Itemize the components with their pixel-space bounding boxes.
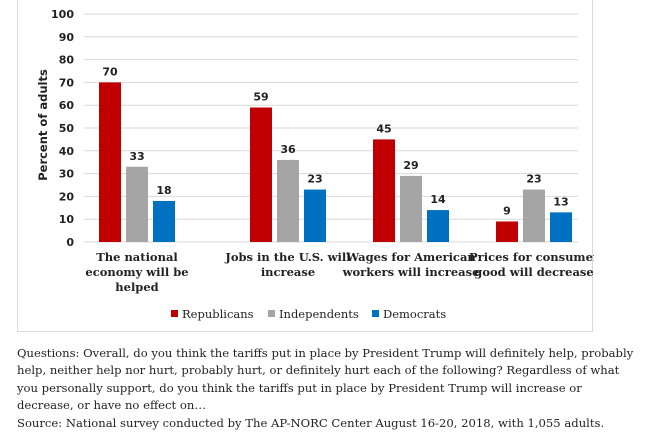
- y-tick-label: 90: [59, 31, 75, 44]
- bar: [126, 166, 148, 242]
- bar: [496, 221, 518, 242]
- questions-text: Questions: Overall, do you think the tar…: [17, 346, 634, 413]
- data-label: 33: [129, 150, 144, 163]
- category-label: The national economy will be helped: [85, 250, 188, 294]
- data-label: 23: [526, 173, 541, 186]
- category-label: Wages for American workers will increase: [342, 250, 480, 279]
- data-label: 36: [280, 143, 296, 156]
- bar-chart: 0 10 20 30 40 50 60 70 80 90 100 70 59 45 9 33 36 29 23 18…: [36, 8, 594, 321]
- bar: [550, 212, 572, 242]
- bar: [400, 175, 422, 242]
- legend-swatch: [372, 310, 379, 317]
- y-tick-label: 30: [59, 168, 75, 181]
- y-tick-label: 60: [59, 99, 75, 112]
- legend: Republicans Independents Democrats: [171, 307, 446, 321]
- data-label: 29: [403, 159, 418, 172]
- y-tick-label: 20: [59, 190, 75, 203]
- y-tick-label: 0: [66, 236, 74, 249]
- data-label: 45: [376, 122, 391, 135]
- chart-frame: 0 10 20 30 40 50 60 70 80 90 100 70 59 45 9 33 36 29 23 18…: [17, 0, 594, 332]
- y-tick-label: 40: [59, 145, 75, 158]
- bar: [277, 159, 299, 242]
- legend-swatch: [268, 310, 275, 317]
- y-tick-label: 10: [59, 213, 75, 226]
- legend-label: Independents: [279, 307, 359, 321]
- data-label: 70: [102, 65, 118, 78]
- legend-swatch: [171, 310, 178, 317]
- y-tick-label: 50: [59, 122, 75, 135]
- bar: [304, 189, 326, 242]
- bar: [427, 210, 449, 242]
- data-label: 18: [156, 184, 171, 197]
- bar: [523, 189, 545, 242]
- bars: [99, 82, 572, 243]
- y-axis-ticks: 0 10 20 30 40 50 60 70 80 90 100: [51, 8, 74, 249]
- legend-label: Democrats: [383, 307, 446, 321]
- source-text: Source: National survey conducted by The…: [17, 415, 605, 430]
- y-tick-label: 80: [59, 54, 75, 67]
- category-labels: The national economy will be helped Jobs in…: [85, 250, 594, 294]
- legend-label: Republicans: [182, 307, 254, 321]
- y-tick-label: 70: [59, 76, 75, 89]
- bar: [250, 107, 272, 242]
- bar: [99, 82, 121, 243]
- data-label: 23: [307, 173, 322, 186]
- category-label: Prices for consumer good will decrease: [469, 250, 594, 279]
- category-label: Jobs in the U.S. will increase: [224, 250, 351, 279]
- data-label: 9: [503, 204, 511, 217]
- footnote: Questions: Overall, do you think the tar…: [17, 345, 642, 432]
- bar: [373, 139, 395, 242]
- y-axis-title: Percent of adults: [36, 69, 50, 181]
- data-label: 14: [430, 193, 446, 206]
- data-label: 59: [253, 90, 268, 103]
- data-labels: 70 59 45 9 33 36 29 23 18 23 14 13: [102, 65, 568, 217]
- y-tick-label: 100: [51, 8, 74, 21]
- data-label: 13: [553, 195, 568, 208]
- bar: [153, 200, 175, 242]
